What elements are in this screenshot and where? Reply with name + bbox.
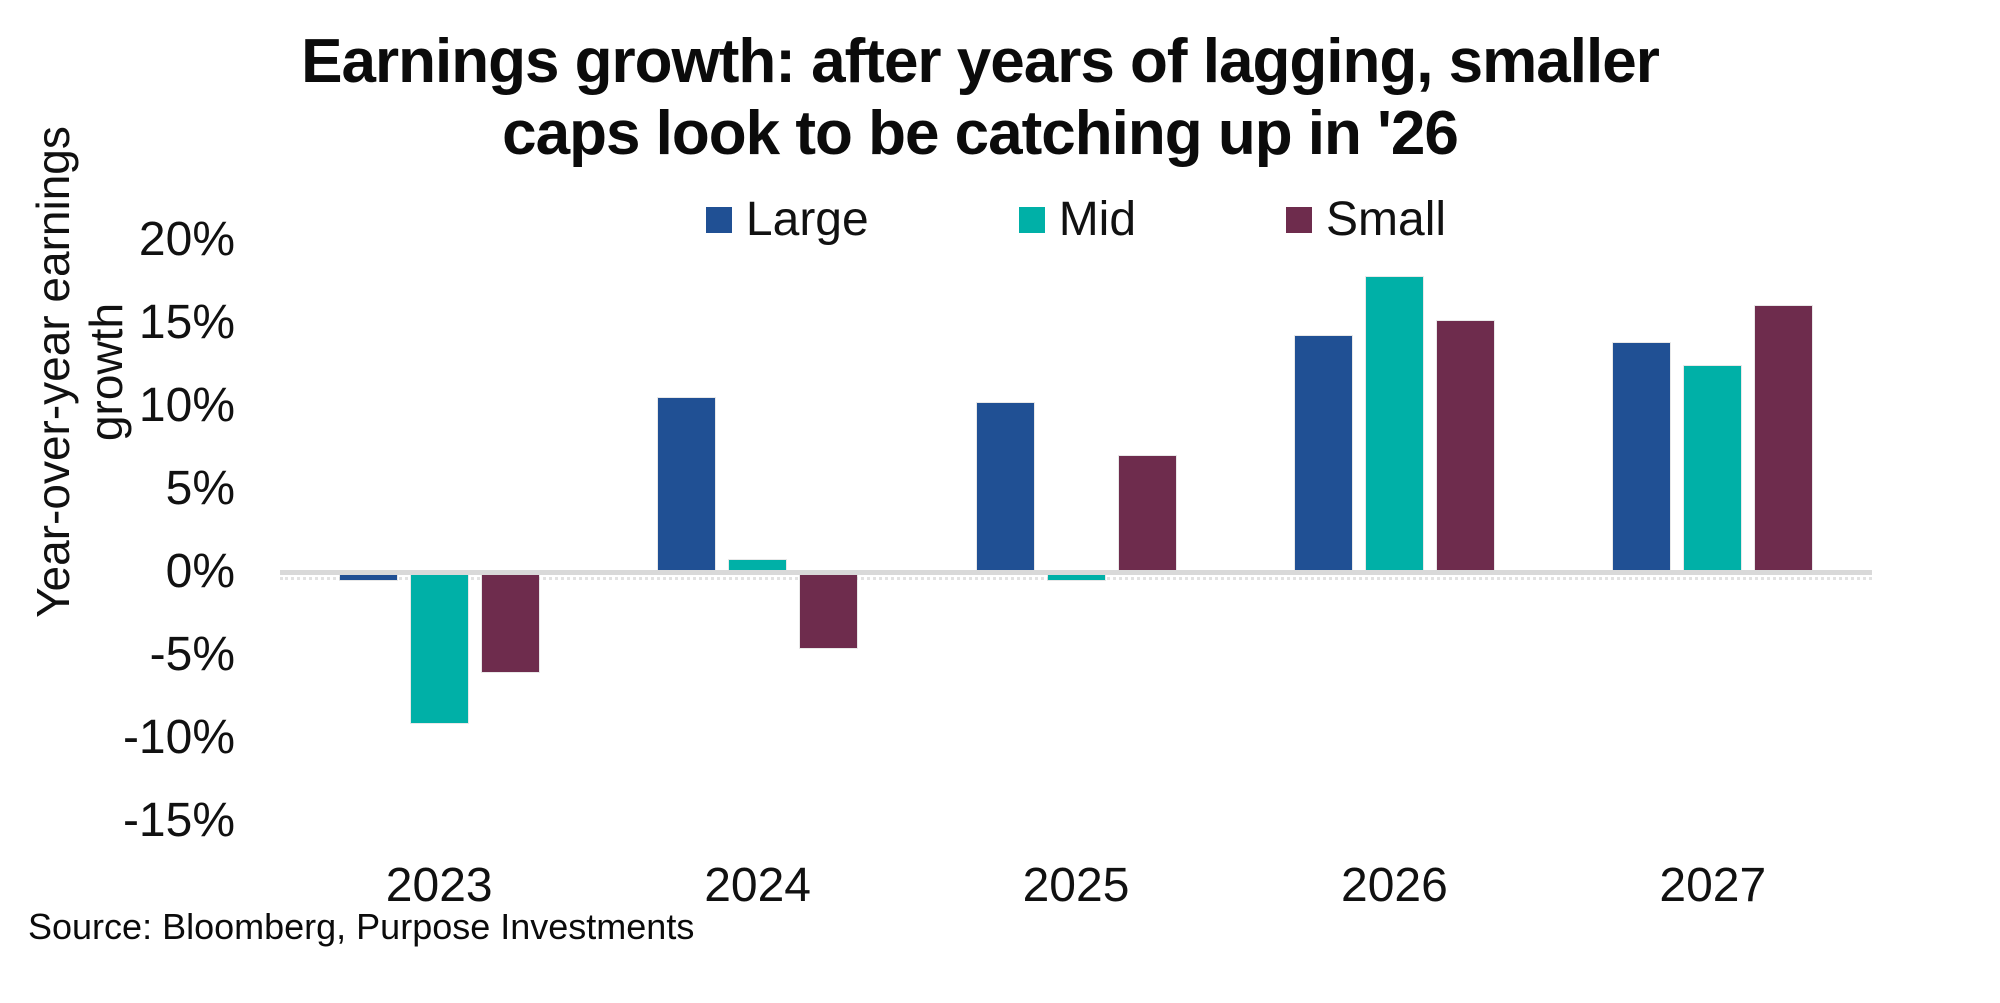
bar-large-2024 [658, 397, 716, 572]
bar-mid-2023 [410, 572, 468, 724]
y-tick--10: -10% [122, 711, 235, 764]
y-tick-5: 5% [165, 462, 235, 515]
bar-mid-2026 [1365, 276, 1423, 572]
y-tick--15: -15% [122, 794, 235, 847]
legend-swatch-small [1286, 207, 1313, 233]
bar-large-2025 [976, 402, 1034, 572]
legend-label-large: Large [745, 193, 869, 246]
bar-small-2025 [1118, 455, 1176, 572]
bar-mid-2024 [729, 560, 787, 572]
legend: Large Mid Small [280, 190, 1872, 250]
x-label-2026: 2026 [1341, 859, 1448, 912]
y-tick-10: 10% [138, 379, 235, 432]
y-tick--5: -5% [149, 628, 235, 681]
bar-small-2024 [800, 572, 858, 649]
legend-item-mid: Mid [1018, 192, 1137, 248]
source-note: Source: Bloomberg, Purpose Investments [28, 906, 695, 947]
y-tick-0: 0% [165, 545, 235, 598]
x-label-2025: 2025 [1022, 859, 1130, 912]
legend-swatch-large [705, 207, 732, 233]
x-label-2023: 2023 [385, 859, 493, 912]
legend-item-small: Small [1286, 192, 1446, 248]
legend-label-mid: Mid [1058, 193, 1137, 246]
chart-title: Earnings growth: after years of lagging,… [100, 26, 1860, 170]
y-tick-20: 20% [138, 213, 235, 266]
bar-mid-2025 [1047, 572, 1105, 581]
legend-item-large: Large [705, 192, 869, 248]
chart-title-line-1: Earnings growth: after years of lagging,… [301, 27, 1660, 96]
chart-title-line-2: caps look to be catching up in '26 [502, 99, 1459, 168]
legend-label-small: Small [1326, 193, 1447, 246]
x-label-2027: 2027 [1659, 859, 1767, 912]
bar-mid-2027 [1684, 366, 1742, 572]
bar-small-2023 [481, 572, 539, 672]
bar-large-2027 [1613, 342, 1671, 572]
x-axis-baseline [280, 570, 1872, 575]
bar-small-2026 [1436, 321, 1494, 572]
legend-swatch-mid [1018, 207, 1045, 233]
bar-large-2023 [339, 572, 397, 581]
bar-large-2026 [1294, 336, 1352, 572]
bar-small-2027 [1755, 306, 1813, 572]
y-tick-15: 15% [138, 296, 235, 349]
x-label-2024: 2024 [704, 859, 811, 912]
